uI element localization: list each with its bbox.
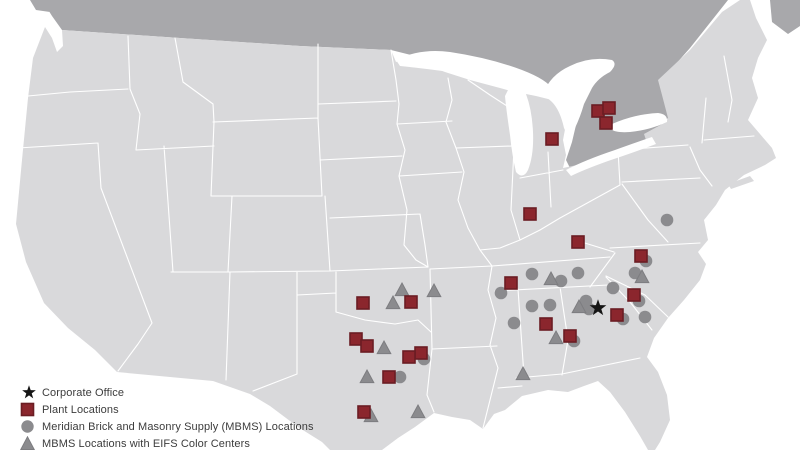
mbms-location-marker: [393, 370, 407, 384]
eifs-triangle-icon: [20, 436, 40, 450]
legend-label: MBMS Locations with EIFS Color Centers: [42, 437, 250, 450]
plant-location-square-icon: [20, 402, 40, 417]
map-legend: Corporate Office Plant Locations Meridia…: [20, 385, 314, 450]
plant-location-marker: [539, 317, 553, 331]
canada-region: [0, 0, 800, 172]
mbms-location-marker: [571, 266, 585, 280]
eifs-color-center-marker: [359, 368, 375, 384]
plant-location-marker: [571, 235, 585, 249]
plant-location-marker: [602, 101, 616, 115]
corporate-office-star-icon: [20, 385, 40, 400]
lake-michigan: [505, 88, 534, 176]
eifs-color-center-marker: [571, 298, 587, 314]
mbms-location-marker: [660, 213, 674, 227]
eifs-color-center-marker: [394, 281, 410, 297]
mbms-location-marker: [554, 274, 568, 288]
state-borders: [17, 35, 755, 429]
mbms-location-marker: [606, 281, 620, 295]
plant-location-marker: [523, 207, 537, 221]
mbms-location-marker: [494, 286, 508, 300]
legend-item-corporate-office: Corporate Office: [20, 385, 314, 400]
plant-location-marker: [382, 370, 396, 384]
legend-label: Plant Locations: [42, 403, 119, 416]
usa-region: [16, 0, 776, 450]
mbms-location-marker: [543, 298, 557, 312]
legend-label: Meridian Brick and Masonry Supply (MBMS)…: [42, 420, 314, 433]
eifs-color-center-marker: [376, 339, 392, 355]
mbms-location-marker: [525, 267, 539, 281]
lake-erie: [566, 137, 656, 176]
plant-location-marker: [504, 276, 518, 290]
plant-location-marker: [349, 332, 363, 346]
great-lakes: [396, 51, 668, 176]
lake-huron: [543, 58, 615, 134]
lake-superior: [396, 51, 553, 92]
eifs-color-center-marker: [385, 294, 401, 310]
plant-location-marker: [599, 116, 613, 130]
plant-location-marker: [414, 346, 428, 360]
new-brunswick-region: [770, 0, 800, 34]
plant-location-marker: [563, 329, 577, 343]
corporate-office-marker: [589, 299, 607, 316]
legend-label: Corporate Office: [42, 386, 125, 399]
legend-item-eifs-color-centers: MBMS Locations with EIFS Color Centers: [20, 436, 314, 450]
eifs-color-center-marker: [410, 403, 426, 419]
plant-location-marker: [360, 339, 374, 353]
legend-item-plant-locations: Plant Locations: [20, 402, 314, 417]
plant-location-marker: [634, 249, 648, 263]
legend-item-mbms-locations: Meridian Brick and Masonry Supply (MBMS)…: [20, 419, 314, 434]
lake-ontario: [611, 113, 668, 133]
eifs-color-center-marker: [515, 365, 531, 381]
plant-location-marker: [356, 296, 370, 310]
plant-location-marker: [357, 405, 371, 419]
plant-location-marker: [404, 295, 418, 309]
eifs-color-center-marker: [548, 329, 564, 345]
mbms-location-marker: [507, 316, 521, 330]
eifs-color-center-marker: [426, 282, 442, 298]
mbms-location-marker: [638, 310, 652, 324]
plant-location-marker: [545, 132, 559, 146]
plant-location-marker: [610, 308, 624, 322]
eifs-color-center-marker: [543, 270, 559, 286]
markers-layer: [349, 101, 674, 423]
plant-location-marker: [627, 288, 641, 302]
mbms-location-circle-icon: [20, 419, 40, 434]
plant-location-marker: [402, 350, 416, 364]
eifs-color-center-marker: [634, 268, 650, 284]
mbms-location-marker: [525, 299, 539, 313]
